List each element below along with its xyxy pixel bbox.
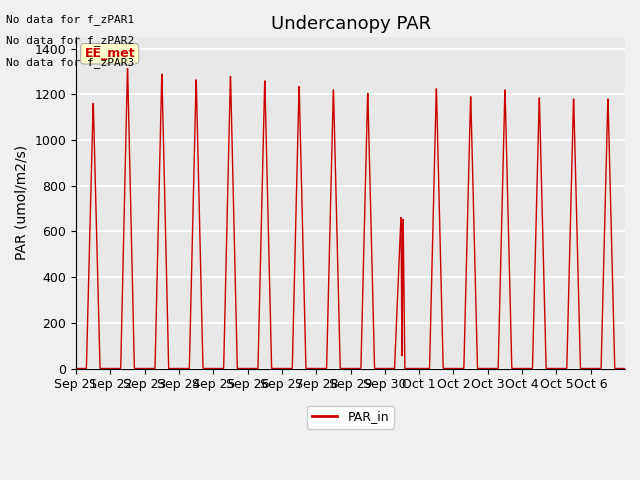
Text: No data for f_zPAR2: No data for f_zPAR2 [6, 35, 134, 46]
Title: Undercanopy PAR: Undercanopy PAR [271, 15, 431, 33]
Text: EE_met: EE_met [84, 47, 135, 60]
Y-axis label: PAR (umol/m2/s): PAR (umol/m2/s) [15, 145, 29, 261]
Legend: PAR_in: PAR_in [307, 406, 394, 429]
Text: No data for f_zPAR3: No data for f_zPAR3 [6, 57, 134, 68]
Text: No data for f_zPAR1: No data for f_zPAR1 [6, 13, 134, 24]
